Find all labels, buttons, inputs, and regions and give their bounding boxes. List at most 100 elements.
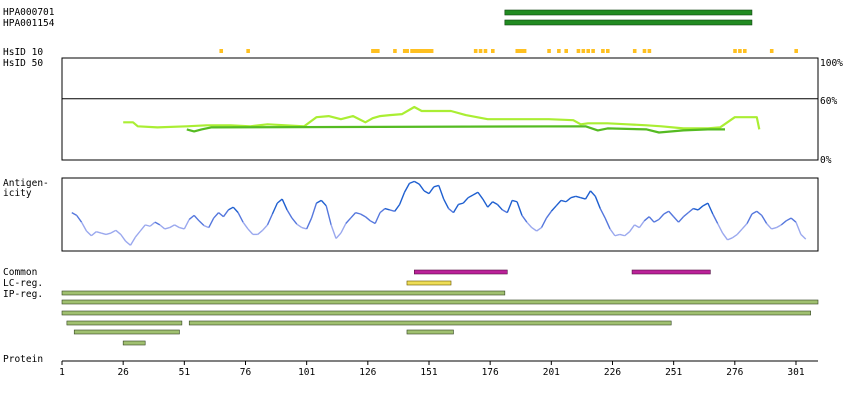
ip-reg-bar-7: [406, 329, 454, 335]
antigenicity-segment: [301, 226, 307, 230]
antigenicity-segment: [286, 209, 293, 219]
hsid10-marker: [647, 49, 652, 53]
antigenicity-segment: [222, 209, 229, 218]
hsid10-marker: [429, 49, 434, 53]
hsid10-marker: [642, 49, 647, 53]
identity-ytick-100: 100%: [820, 58, 843, 69]
antigenicity-segment: [193, 214, 200, 222]
antigenicity-segment: [306, 217, 313, 230]
antigenicity-segment: [237, 212, 244, 223]
antigenicity-segment: [129, 236, 136, 246]
antigenicity-segment: [751, 210, 758, 215]
antigenicity-segment: [71, 212, 78, 216]
antigenicity-segment: [398, 191, 406, 205]
antigenicity-segment: [570, 195, 576, 199]
protein-axis-tick-label: 51: [179, 367, 191, 378]
antigenicity-segment: [320, 199, 327, 207]
antigenicity-segment: [355, 211, 361, 215]
hsid10-marker: [738, 49, 742, 53]
antigenicity-segment: [232, 206, 239, 214]
antigenicity-segment: [174, 224, 180, 229]
antigenicity-label-line1: Antigen-: [3, 178, 49, 189]
antigenicity-segment: [790, 217, 797, 223]
antigenicity-segment: [291, 217, 298, 225]
hsid10-label: HsID 10: [3, 47, 43, 58]
antigenicity-segment: [360, 213, 366, 218]
hsid10-marker: [601, 49, 605, 53]
antigenicity-segment: [90, 231, 97, 237]
identity-frame: [61, 57, 819, 161]
antigenicity-segment: [139, 224, 146, 232]
antigenicity-frame: [61, 177, 819, 252]
identity-series-hsid50: [186, 125, 725, 134]
hsid10-marker: [410, 49, 414, 53]
ip-reg-label: IP-reg.: [3, 289, 43, 300]
antigenicity-segment: [188, 214, 195, 220]
antigenicity-segment: [727, 237, 733, 241]
antigenicity-segment: [110, 229, 117, 234]
antigenicity-segment: [257, 229, 264, 235]
hsid10-marker: [591, 49, 595, 53]
antigenicity-segment: [384, 207, 391, 211]
hsid10-marker: [515, 49, 520, 53]
hsid10-marker: [547, 49, 551, 53]
hsid10-marker: [581, 49, 586, 53]
antigenicity-segment: [423, 190, 430, 195]
hsid10-marker: [522, 49, 527, 53]
antigenicity-segment: [693, 207, 699, 211]
antigenicity-segment: [722, 232, 729, 241]
protein-axis-tick-label: 226: [604, 367, 621, 378]
hsid10-marker: [422, 49, 427, 53]
antigenicity-segment: [379, 208, 386, 214]
antigenicity-segment: [604, 217, 611, 230]
hsid10-marker: [473, 49, 478, 53]
antigenicity-segment: [433, 184, 439, 188]
antigenicity-segment: [565, 197, 572, 203]
antigenicity-segment: [203, 224, 210, 229]
antigenicity-segment: [653, 218, 660, 223]
antigenicity-segment: [134, 230, 141, 238]
antigenicity-segment: [403, 183, 411, 193]
antigenicity-segment: [707, 202, 714, 215]
antigenicity-segment: [409, 180, 415, 185]
antigenicity-segment: [599, 208, 606, 219]
antigenicity-segment: [712, 213, 719, 224]
hsid10-marker: [491, 49, 495, 53]
antigenicity-segment: [776, 224, 782, 229]
common-label: Common: [3, 267, 37, 278]
antigenicity-segment: [795, 221, 802, 235]
antigenicity-segment: [242, 221, 249, 230]
antigenicity-segment: [218, 212, 224, 218]
antigenicity-segment: [208, 217, 215, 228]
antigenicity-segment: [389, 209, 395, 212]
hsid10-marker: [371, 49, 375, 53]
antigenicity-segment: [276, 198, 283, 204]
antigenicity-segment: [120, 233, 127, 242]
antigenicity-segment: [516, 201, 523, 216]
antigenicity-segment: [536, 227, 542, 232]
protein-axis-tick-label: 201: [543, 367, 560, 378]
antigenicity-segment: [800, 233, 807, 240]
ip-reg-bar-1: [61, 290, 506, 296]
hsid10-marker: [564, 49, 568, 53]
hsid10-marker: [794, 49, 798, 53]
protein-label: Protein: [3, 354, 43, 365]
antigenicity-segment: [482, 198, 489, 208]
protein-axis-tick-label: 151: [420, 367, 437, 378]
antigenicity-segment: [262, 224, 269, 231]
antigenicity-segment: [369, 220, 376, 225]
antigenicity-segment: [678, 216, 684, 223]
antigenicity-segment: [609, 228, 616, 237]
antigenicity-segment: [448, 208, 454, 214]
antigenicity-segment: [144, 224, 151, 227]
identity-series-hsid10: [123, 105, 761, 130]
plot-marks: 1 26 51 76 101 126 151 176 201 226 251 276 301: [59, 9, 819, 378]
lc-reg-label: LC-reg.: [3, 278, 43, 289]
antigenicity-segment: [85, 230, 92, 237]
common-bar-1: [414, 269, 508, 275]
hsid10-marker: [219, 49, 224, 53]
antigenicity-segment: [496, 204, 503, 211]
hsid10-marker: [376, 49, 380, 53]
hsid10-marker: [420, 49, 424, 53]
antigenicity-segment: [580, 197, 586, 200]
